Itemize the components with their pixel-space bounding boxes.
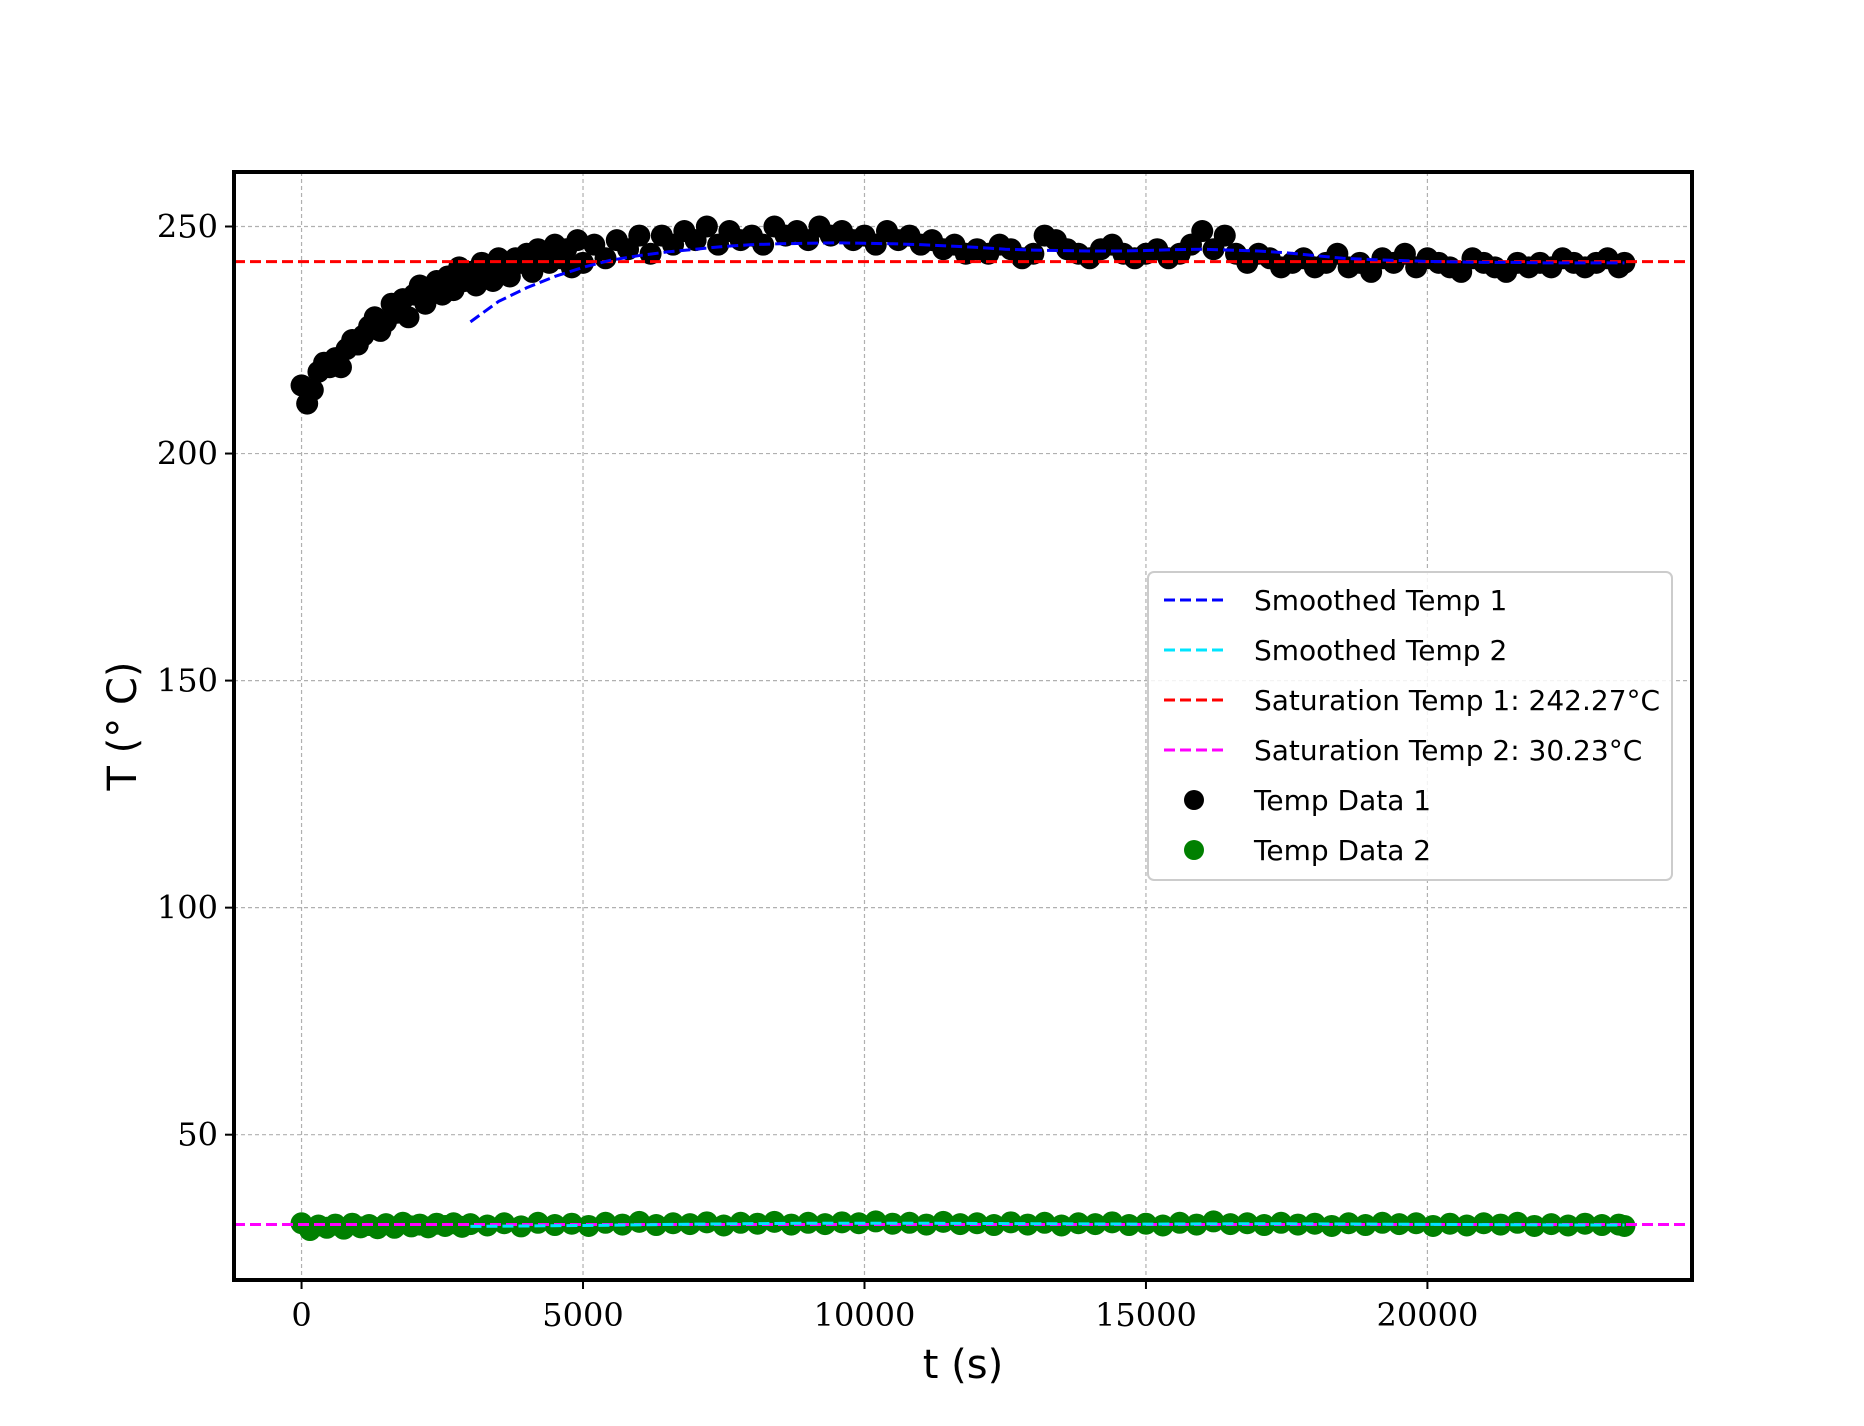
y-tick-label: 250 — [157, 207, 218, 245]
temp-data-2-point — [1422, 1214, 1445, 1237]
temp-data-2-point — [746, 1212, 769, 1235]
temp-data-2-point — [493, 1212, 516, 1235]
smoothed-temp-1-legend-label: Smoothed Temp 1 — [1254, 584, 1507, 617]
x-tick-label: 20000 — [1377, 1296, 1479, 1334]
temp-data-2-point — [1033, 1211, 1056, 1234]
temp-data-2-point — [628, 1210, 651, 1233]
temp-data-1-legend-marker — [1184, 790, 1204, 810]
temp-data-1-point — [1213, 224, 1236, 247]
x-axis-label: t (s) — [923, 1342, 1003, 1388]
x-tick-label: 10000 — [814, 1296, 916, 1334]
temp-data-1-point — [397, 306, 420, 329]
temp-data-2-point — [1354, 1214, 1377, 1237]
y-tick-label: 50 — [177, 1116, 218, 1154]
temp-data-2-point — [1050, 1214, 1073, 1237]
plot-area — [234, 215, 1692, 1242]
temp-data-2-point — [459, 1213, 482, 1236]
y-tick-label: 150 — [157, 662, 218, 700]
y-tick-label: 100 — [157, 889, 218, 927]
smoothed-temp-2-legend-label: Smoothed Temp 2 — [1254, 634, 1507, 667]
temp-data-2-point — [526, 1211, 549, 1234]
smoothed-temp-1-line — [469, 241, 1625, 324]
y-tick-label: 200 — [157, 435, 218, 473]
smoothed-temp-2-line — [470, 1221, 1625, 1228]
temp-data-2-point — [999, 1211, 1022, 1234]
saturation-temp-1-242-27-c-legend-label: Saturation Temp 1: 242.27°C — [1254, 684, 1660, 717]
legend-box — [1147, 571, 1673, 881]
temp-data-1-point — [628, 224, 651, 247]
y-axis-label: T (° C) — [100, 661, 146, 791]
saturation-temp-2-30-23-c-legend-label: Saturation Temp 2: 30.23°C — [1254, 734, 1642, 767]
temp-data-1-point — [594, 247, 617, 270]
temp-data-1-point — [329, 356, 352, 379]
temp-data-2-point — [1506, 1211, 1529, 1234]
temp-data-2-point — [1202, 1210, 1225, 1233]
temp-data-2-point — [864, 1210, 887, 1233]
temp-data-2-point — [594, 1211, 617, 1234]
temp-data-1-point — [1022, 242, 1045, 265]
temp-data-2-point — [763, 1210, 786, 1233]
temp-data-2-point — [729, 1211, 752, 1234]
temp-data-2-point — [695, 1211, 718, 1234]
temp-data-1-point — [566, 229, 589, 252]
plot-frame — [232, 170, 1694, 1282]
temp-data-1-point — [301, 378, 324, 401]
axes: 0 5000 10000 15000 20000 50 100 150 200 250 t (s) T… — [100, 170, 1694, 1388]
x-tick-label: 15000 — [1095, 1296, 1197, 1334]
temp-data-2-point — [1067, 1212, 1090, 1235]
temp-data-2-point — [1101, 1211, 1124, 1234]
temp-data-1-point — [695, 215, 718, 238]
temp-data-2-legend-marker — [1184, 840, 1204, 860]
temp-data-2-point — [1371, 1211, 1394, 1234]
temp-data-1-point — [1191, 220, 1214, 243]
plot-data — [234, 215, 1692, 1242]
temp-data-2-legend-label: Temp Data 2 — [1253, 834, 1431, 867]
legend: Smoothed Temp 1 Smoothed Temp 2 Saturation… — [1147, 571, 1673, 881]
x-tick-label: 0 — [291, 1296, 311, 1334]
temp-data-1-legend-label: Temp Data 1 — [1253, 784, 1431, 817]
x-tick-label: 5000 — [542, 1296, 623, 1334]
